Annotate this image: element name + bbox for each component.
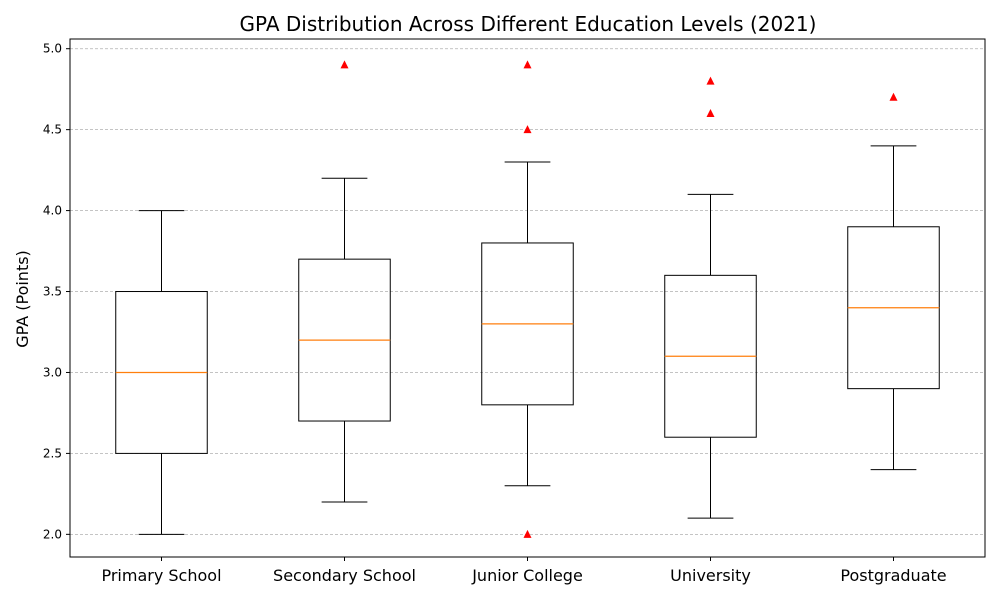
y-tick-label: 4.5 — [43, 123, 62, 137]
y-tick-label: 4.0 — [43, 204, 62, 218]
box-2 — [298, 60, 391, 503]
chart-title: GPA Distribution Across Different Educat… — [240, 12, 817, 36]
x-tick-label: Junior College — [471, 566, 583, 585]
outlier-marker — [340, 60, 349, 69]
box-1 — [115, 210, 208, 535]
y-tick-label: 3.5 — [43, 285, 62, 299]
box-5 — [847, 92, 940, 471]
x-tick-label: Postgraduate — [840, 566, 946, 585]
box-4 — [664, 76, 757, 519]
outlier-marker — [889, 92, 898, 101]
y-tick-label: 5.0 — [43, 42, 62, 56]
y-axis-ticks: 2.0 2.5 3.0 3.5 4.0 4.5 5.0 — [43, 42, 70, 541]
outlier-marker — [523, 60, 532, 69]
y-tick-label: 2.0 — [43, 527, 62, 541]
box-3 — [481, 60, 574, 538]
x-axis-ticks: Primary School Secondary School Junior Col… — [101, 557, 947, 585]
outlier-marker — [523, 125, 532, 134]
y-tick-label: 3.0 — [43, 365, 62, 379]
outlier-marker — [523, 529, 532, 538]
x-tick-label: University — [670, 566, 751, 585]
x-tick-label: Secondary School — [273, 566, 416, 585]
boxes — [115, 60, 940, 538]
y-axis-label: GPA (Points) — [13, 250, 32, 348]
y-tick-label: 2.5 — [43, 446, 62, 460]
outlier-marker — [706, 108, 715, 117]
x-tick-label: Primary School — [101, 566, 221, 585]
outlier-marker — [706, 76, 715, 85]
